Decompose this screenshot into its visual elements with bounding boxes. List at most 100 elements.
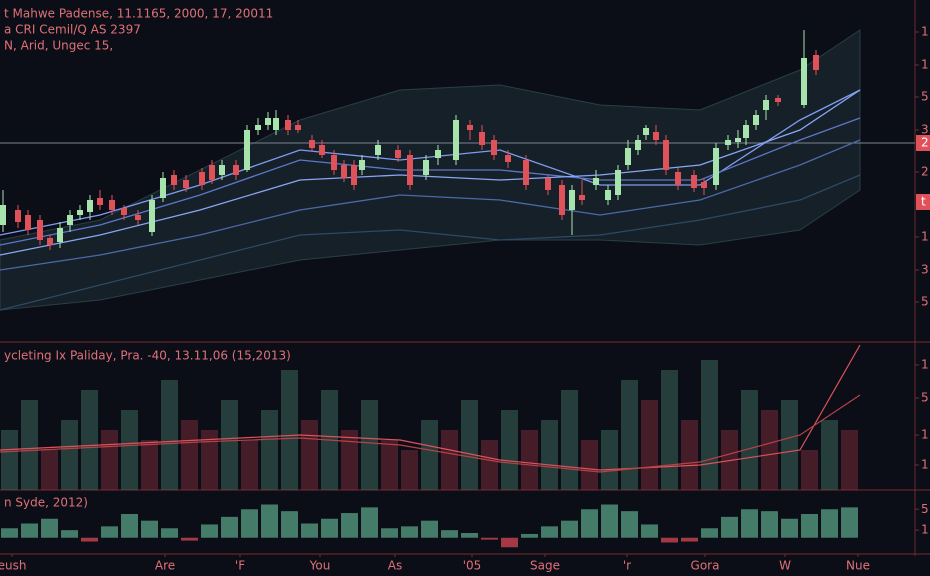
bar — [1, 430, 18, 490]
y-tick-label: 1 — [921, 230, 929, 244]
bar — [61, 530, 78, 538]
bar — [181, 537, 198, 541]
candle-body — [713, 148, 719, 185]
y-tick-label: 5 — [921, 502, 929, 516]
bar — [141, 440, 158, 490]
y-tick-label: 5 — [921, 90, 929, 104]
bar — [341, 430, 358, 490]
bar — [721, 516, 738, 538]
candle-body — [351, 165, 357, 185]
candle-body — [801, 58, 807, 105]
y-tick-label: 1 — [921, 358, 929, 372]
bar — [521, 430, 538, 490]
candle-body — [244, 130, 250, 170]
candle-body — [407, 155, 413, 185]
x-tick-label: 'F — [235, 559, 245, 573]
panel-title: ycleting Ix Paliday, Pra. -40, 13.11,06 … — [4, 349, 291, 363]
bar — [41, 518, 58, 538]
bar — [101, 526, 118, 538]
bar — [61, 420, 78, 490]
bar — [781, 518, 798, 538]
bar — [21, 400, 38, 490]
bar — [521, 533, 538, 538]
candle-body — [149, 200, 155, 232]
bar — [701, 360, 718, 490]
candle-body — [87, 200, 93, 212]
candle-body — [375, 145, 381, 155]
candle-body — [423, 160, 429, 175]
bar — [301, 523, 318, 538]
candle-body — [505, 155, 511, 162]
candle-body — [199, 172, 205, 185]
bar — [681, 537, 698, 542]
indicator-line — [0, 394, 861, 473]
bar — [701, 528, 718, 538]
bar — [681, 420, 698, 490]
y-tick-label: 5 — [921, 295, 929, 309]
bar — [341, 513, 358, 538]
bar — [421, 520, 438, 538]
candle-body — [735, 138, 741, 142]
candle-body — [273, 118, 279, 130]
x-tick-label: You — [309, 559, 331, 573]
price-tag — [916, 135, 930, 151]
candle-body — [0, 205, 6, 225]
bar — [161, 528, 178, 538]
bar — [261, 504, 278, 538]
candle-body — [171, 175, 177, 185]
candle-body — [691, 175, 697, 188]
subtitle: N, Arid, Ungec 15, — [4, 39, 113, 53]
bar — [161, 380, 178, 490]
candle-body — [160, 178, 166, 198]
candle-body — [763, 100, 769, 110]
candle-body — [209, 165, 215, 180]
candle-body — [663, 140, 669, 170]
price-tag-label: t — [921, 195, 926, 209]
bar — [381, 528, 398, 538]
bar — [221, 516, 238, 538]
bar — [101, 430, 118, 490]
y-tick-label: 3 — [921, 263, 929, 277]
y-tick-label: 1 — [921, 58, 929, 72]
candle-body — [77, 210, 83, 215]
bar — [1, 528, 18, 538]
candle-body — [813, 55, 819, 70]
candle-body — [15, 210, 21, 222]
candle-body — [295, 125, 301, 130]
candle-body — [331, 155, 337, 170]
bar — [801, 514, 818, 538]
candle-body — [109, 200, 115, 210]
x-tick-label: Nue — [846, 559, 870, 573]
bar — [501, 410, 518, 490]
bar — [421, 420, 438, 490]
bar — [41, 450, 58, 490]
candle-body — [183, 180, 189, 188]
candle-body — [479, 132, 485, 145]
bar — [441, 430, 458, 490]
candle-body — [569, 190, 575, 210]
bar — [461, 400, 478, 490]
candle-body — [435, 150, 441, 158]
bar — [181, 420, 198, 490]
bar — [661, 537, 678, 543]
bar — [401, 526, 418, 538]
candle-body — [643, 128, 649, 135]
candle-body — [219, 165, 225, 175]
candle-body — [97, 198, 103, 205]
bar — [581, 440, 598, 490]
x-tick-label: '05 — [463, 559, 482, 573]
bar — [621, 380, 638, 490]
x-tick-label: W — [779, 559, 791, 573]
title: t Mahwe Padense, 11.1165, 2000, 17, 2001… — [4, 7, 273, 21]
bar — [581, 509, 598, 538]
x-tick-label: Sage — [530, 559, 560, 573]
bar — [201, 430, 218, 490]
bar — [601, 430, 618, 490]
candle-body — [701, 182, 707, 188]
bar — [81, 537, 98, 542]
candle-body — [285, 120, 291, 130]
bar — [601, 504, 618, 538]
bar — [561, 520, 578, 538]
bar — [221, 400, 238, 490]
bar — [361, 400, 378, 490]
